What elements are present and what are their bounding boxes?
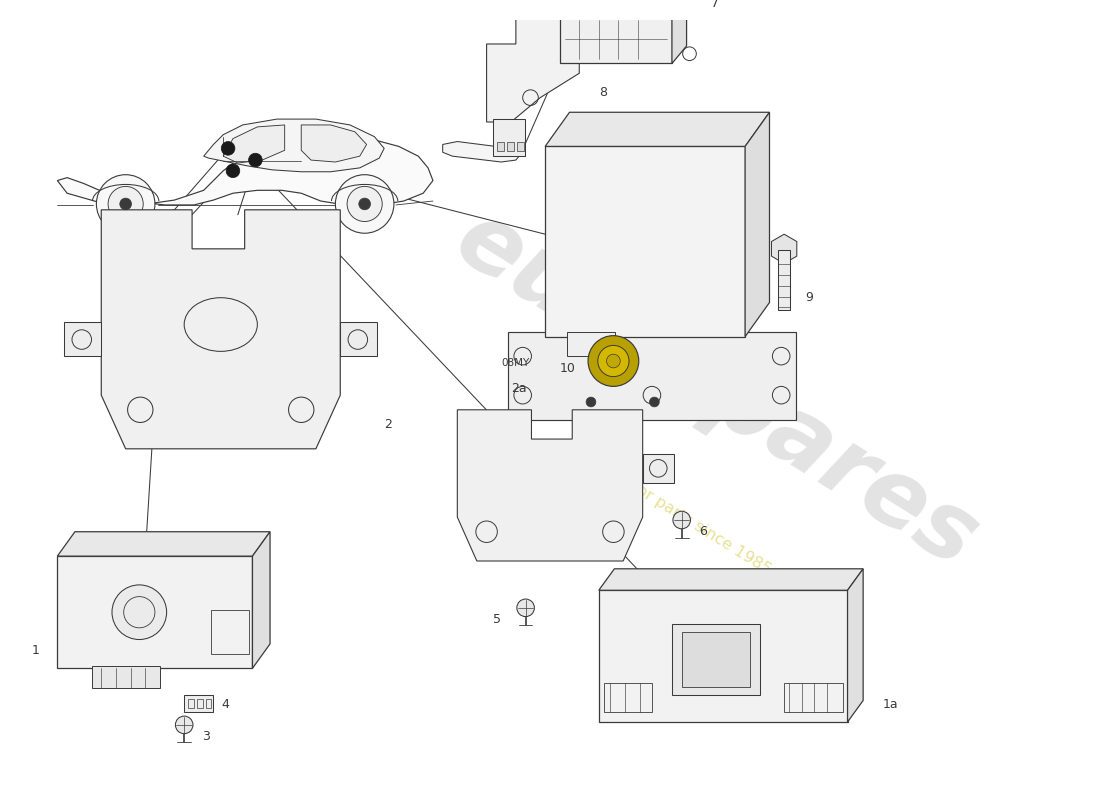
Bar — [206, 698, 211, 708]
Bar — [604, 683, 652, 712]
Circle shape — [348, 186, 382, 222]
Circle shape — [108, 186, 143, 222]
Bar — [779, 250, 790, 310]
Bar — [188, 698, 194, 708]
Polygon shape — [458, 410, 642, 561]
Polygon shape — [598, 569, 864, 590]
Text: 6: 6 — [700, 526, 707, 538]
Circle shape — [606, 354, 620, 368]
Bar — [598, 590, 847, 722]
Bar — [211, 610, 249, 654]
Polygon shape — [847, 569, 864, 722]
Text: 8: 8 — [598, 86, 607, 99]
Text: 08MY: 08MY — [502, 358, 529, 368]
Circle shape — [227, 164, 240, 178]
Text: 2a: 2a — [512, 382, 527, 395]
Polygon shape — [57, 532, 270, 556]
Polygon shape — [546, 112, 770, 146]
Circle shape — [597, 346, 629, 377]
Circle shape — [649, 397, 659, 407]
Polygon shape — [57, 134, 433, 205]
Circle shape — [517, 599, 535, 617]
Bar — [546, 146, 745, 337]
Bar — [517, 142, 524, 151]
Bar — [507, 142, 514, 151]
Polygon shape — [101, 210, 340, 449]
Polygon shape — [642, 454, 674, 483]
Polygon shape — [745, 112, 770, 337]
Text: 5: 5 — [493, 613, 502, 626]
Circle shape — [112, 585, 166, 639]
Polygon shape — [486, 14, 580, 122]
Text: 7: 7 — [711, 0, 719, 10]
Circle shape — [336, 174, 394, 234]
Text: 3: 3 — [201, 730, 210, 743]
Circle shape — [359, 198, 371, 210]
Bar — [184, 694, 213, 712]
Bar — [494, 119, 525, 156]
Circle shape — [586, 397, 596, 407]
Bar — [57, 556, 253, 668]
Text: 4: 4 — [221, 698, 229, 711]
Polygon shape — [340, 322, 377, 356]
Bar — [560, 14, 672, 63]
Circle shape — [120, 198, 132, 210]
Circle shape — [97, 174, 155, 234]
Polygon shape — [204, 119, 384, 172]
Bar — [682, 632, 750, 687]
Text: eurospares: eurospares — [438, 193, 993, 588]
Polygon shape — [223, 125, 285, 163]
Bar — [784, 683, 843, 712]
Circle shape — [221, 142, 235, 155]
Circle shape — [588, 336, 639, 386]
Text: 2: 2 — [384, 418, 392, 431]
Bar — [672, 625, 760, 694]
Polygon shape — [442, 142, 520, 162]
Bar — [497, 142, 504, 151]
Polygon shape — [253, 532, 270, 668]
Text: 10: 10 — [560, 362, 575, 375]
Text: 1: 1 — [32, 644, 40, 658]
Text: a passion for parts since 1985: a passion for parts since 1985 — [560, 437, 774, 578]
Circle shape — [673, 511, 691, 529]
Polygon shape — [64, 322, 101, 356]
Polygon shape — [771, 234, 796, 263]
Circle shape — [249, 154, 262, 167]
Text: 9: 9 — [805, 291, 814, 304]
Polygon shape — [566, 332, 615, 356]
Polygon shape — [301, 125, 366, 162]
Polygon shape — [560, 0, 686, 14]
Circle shape — [175, 716, 192, 734]
Bar — [197, 698, 202, 708]
Polygon shape — [672, 0, 686, 63]
Text: 1a: 1a — [882, 698, 899, 711]
Bar — [508, 332, 795, 419]
Bar — [91, 666, 160, 688]
